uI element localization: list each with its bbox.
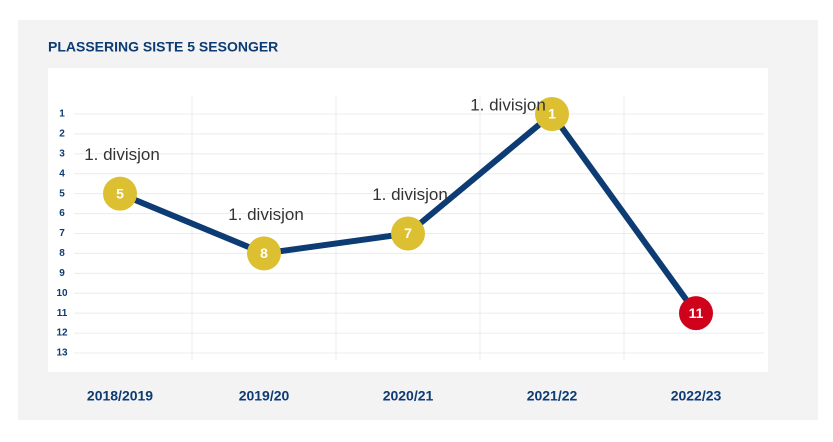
- y-tick-label: 8: [59, 248, 65, 259]
- y-tick-label: 3: [59, 148, 65, 159]
- marker: [679, 296, 713, 331]
- y-tick-label: 10: [56, 288, 68, 299]
- point-annotation: 1. divisjon: [372, 185, 448, 204]
- y-tick-label: 2: [59, 129, 65, 140]
- marker: [247, 236, 281, 271]
- x-tick-label: 2020/21: [383, 388, 434, 404]
- y-tick-label: 5: [59, 188, 65, 199]
- value-label: 11: [689, 305, 704, 321]
- x-tick-label: 2022/23: [671, 388, 722, 404]
- y-tick-label: 6: [59, 208, 65, 219]
- point-annotation: 1. divisjon: [84, 145, 160, 164]
- marker: [103, 176, 137, 211]
- y-tick-label: 1: [59, 109, 65, 120]
- value-label: 5: [116, 185, 124, 201]
- y-tick-label: 11: [57, 308, 68, 319]
- marker: [535, 97, 569, 131]
- y-tick-label: 13: [56, 348, 68, 359]
- point-annotation: 1. divisjon: [470, 95, 546, 114]
- value-label: 7: [404, 225, 412, 241]
- point-annotation: 1. divisjon: [228, 205, 304, 224]
- y-tick-label: 7: [59, 228, 65, 239]
- x-tick-label: 2018/2019: [87, 388, 153, 404]
- value-label: 1: [548, 106, 556, 122]
- y-tick-label: 12: [56, 328, 68, 339]
- value-label: 8: [260, 245, 268, 261]
- y-tick-label: 9: [59, 268, 65, 279]
- x-tick-label: 2021/22: [527, 388, 578, 404]
- chart-title: PLASSERING SISTE 5 SESONGER: [48, 39, 278, 55]
- y-tick-label: 4: [59, 168, 65, 179]
- marker: [391, 216, 425, 251]
- x-tick-label: 2019/20: [239, 388, 290, 404]
